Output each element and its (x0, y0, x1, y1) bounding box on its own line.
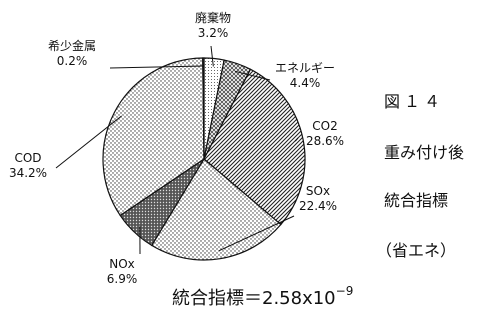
slice-label-nox: NOx (109, 257, 135, 271)
leader-cod (55, 115, 122, 169)
slice-label-energy: エネルギー (275, 61, 335, 75)
slice-value-sox: 22.4% (299, 199, 337, 213)
side-line-2: 統合指標 (384, 191, 449, 210)
slice-value-energy: 4.4% (290, 76, 321, 90)
slice-value-rare-metal: 0.2% (57, 54, 88, 68)
slice-value-waste: 3.2% (198, 26, 229, 40)
side-line-3: （省エネ） (376, 241, 457, 260)
formula-exponent: −9 (335, 284, 354, 298)
leader-waste (210, 45, 214, 67)
formula-text: 統合指標＝2.58x10 (172, 288, 336, 309)
slice-co2 (203, 68, 306, 226)
slice-label-rare-metal: 希少金属 (48, 38, 96, 53)
slice-rare-metal (202, 57, 205, 160)
figure-number: 図１４ (384, 92, 445, 111)
slice-cod (102, 57, 205, 217)
slice-sox (150, 158, 282, 261)
leader-energy (234, 70, 271, 81)
slice-value-co2: 28.6% (306, 134, 344, 148)
slice-label-sox: SOx (306, 184, 330, 198)
slice-label-waste: 廃棄物 (195, 10, 231, 25)
side-line-1: 重み付け後 (384, 143, 465, 162)
slice-label-cod: COD (14, 151, 41, 165)
leader-co2 (294, 137, 299, 142)
leader-sox (218, 215, 295, 252)
slice-value-nox: 6.9% (107, 272, 138, 286)
slice-value-cod: 34.2% (9, 166, 47, 180)
leader-rare-metal (109, 65, 204, 69)
slice-label-co2: CO2 (312, 119, 337, 133)
integrated-index-formula: 統合指標＝2.58x10−9 (172, 284, 353, 310)
